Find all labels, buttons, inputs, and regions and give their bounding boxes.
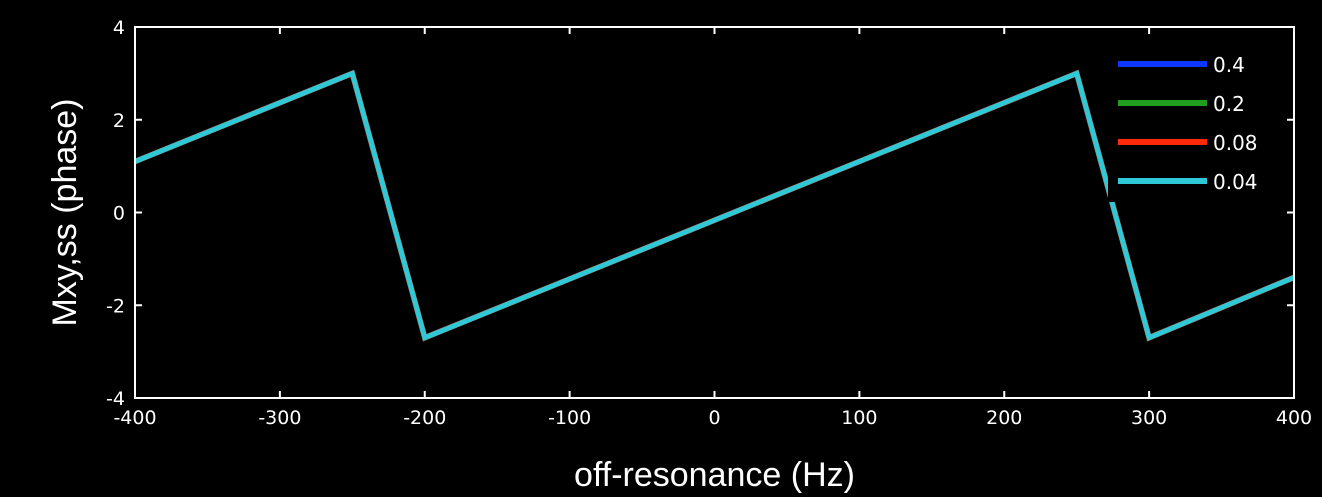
x-tick-label: -200 — [403, 407, 446, 429]
plot-frame — [134, 26, 1295, 399]
y-tick-label: 2 — [113, 110, 125, 132]
x-axis-label: off-resonance (Hz) — [574, 456, 855, 494]
legend: 0.4 0.2 0.08 0.04 — [1108, 48, 1284, 202]
x-tick-label: -300 — [258, 407, 301, 429]
legend-label-0.4: 0.4 — [1213, 53, 1245, 77]
x-tick-label: 100 — [841, 407, 877, 429]
series-line-0.04 — [134, 70, 1295, 342]
legend-label-0.04: 0.04 — [1213, 170, 1258, 194]
ticks-layer: -400 -300 -200 -100 0 100 200 300 400 -4 -2 0 2 4 — [106, 17, 1312, 429]
legend-label-0.08: 0.08 — [1213, 131, 1258, 155]
legend-box — [1108, 48, 1284, 202]
y-tick-label: 4 — [113, 17, 125, 39]
series-layer — [133, 69, 1296, 342]
legend-label-0.2: 0.2 — [1213, 92, 1245, 116]
x-tick-label: -400 — [113, 407, 156, 429]
x-tick-label: 200 — [986, 407, 1022, 429]
x-tick-label: 400 — [1276, 407, 1312, 429]
y-tick-label: 0 — [113, 203, 125, 225]
x-tick-label: -100 — [548, 407, 591, 429]
y-tick-label: -2 — [106, 295, 125, 317]
x-tick-label: 0 — [708, 407, 720, 429]
y-tick-label: -4 — [106, 388, 125, 410]
x-tick-label: 300 — [1131, 407, 1167, 429]
y-axis-label: Mxy,ss (phase) — [46, 99, 84, 327]
